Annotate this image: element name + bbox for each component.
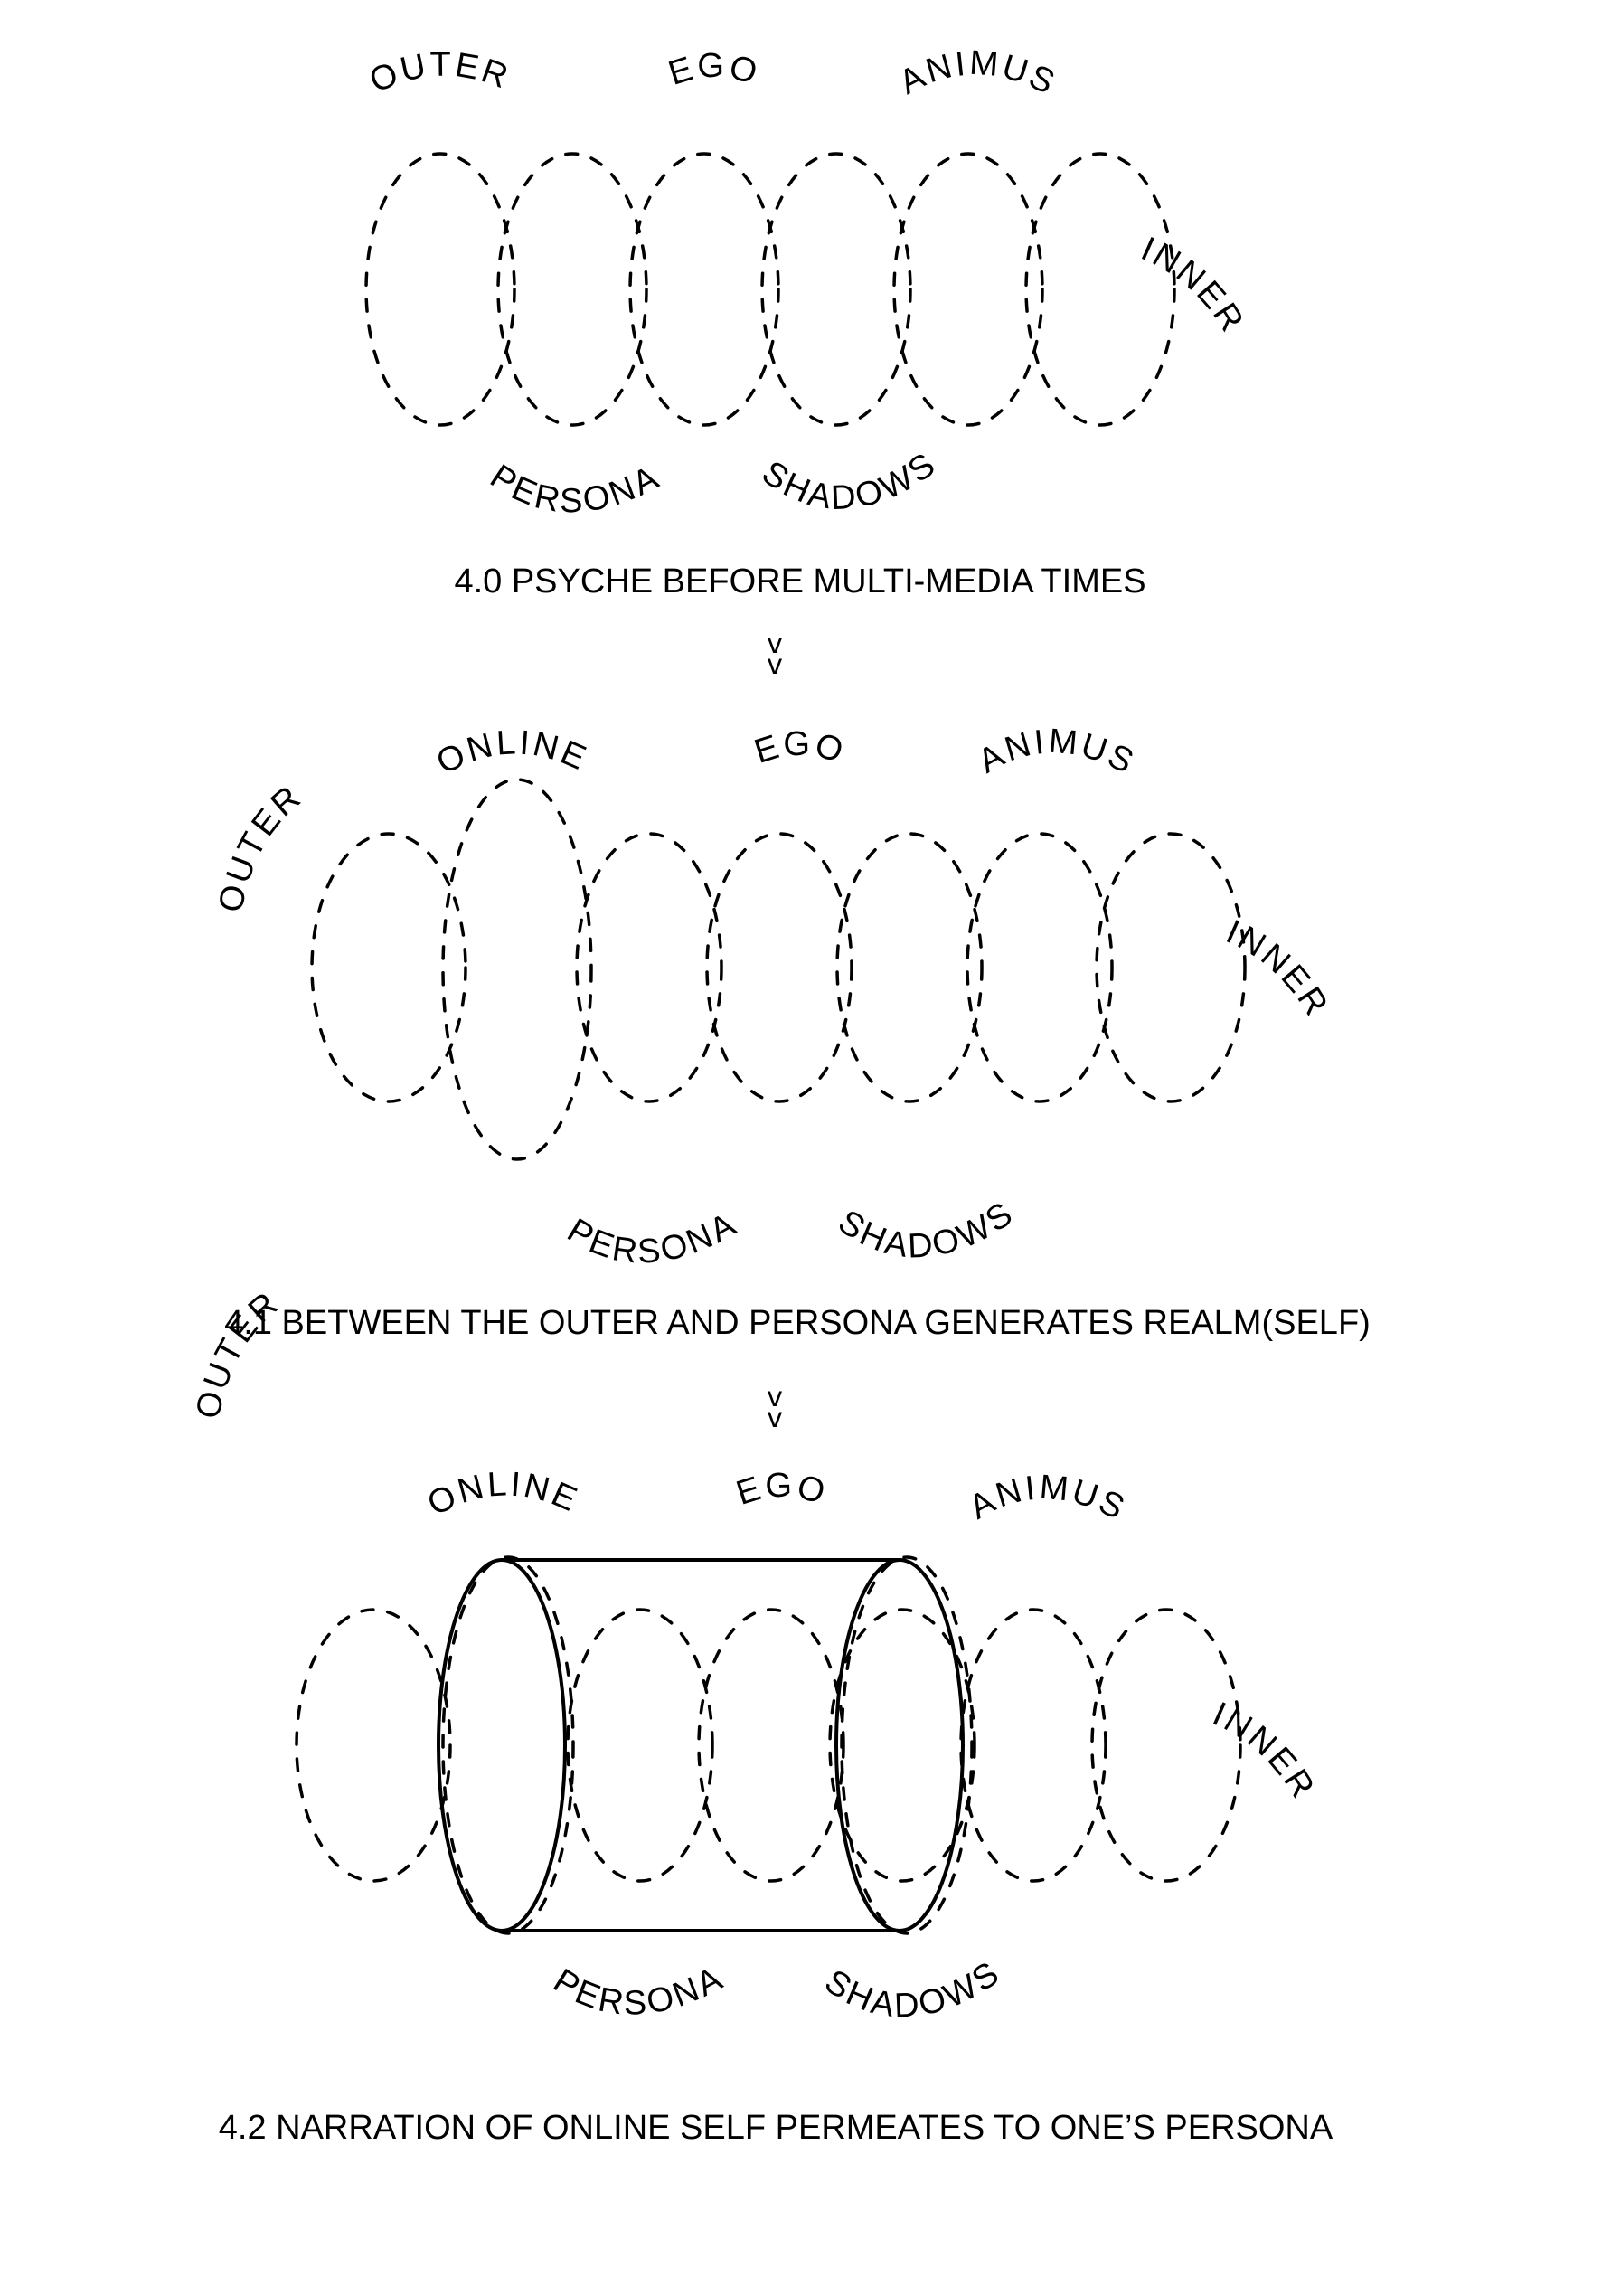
cylinder-right-cap (834, 1558, 965, 1932)
oval-animus (966, 832, 1114, 1103)
oval-inner (1095, 832, 1247, 1103)
label-shadows: SHADOWS (832, 1194, 1022, 1266)
oval-self (840, 1555, 974, 1935)
label-ego: EGO (750, 725, 851, 771)
oval-ego (628, 152, 780, 427)
dashed-ovals-4-1 (310, 778, 1247, 1161)
caption-4-0: 4.0 PSYCHE BEFORE MULTI-MEDIA TIMES (454, 562, 1145, 600)
oval-outer (310, 832, 467, 1103)
oval-persona (496, 152, 648, 427)
oval-inner (1090, 1608, 1242, 1883)
oval-shadows (835, 832, 984, 1103)
oval-ego (705, 832, 853, 1103)
arrow-chevron: v (767, 1382, 783, 1413)
oval-persona (566, 1608, 714, 1883)
diagram-4-2: OUTER ONLINE EGO ANIMUS INNER PERSONA SH… (189, 1284, 1333, 2147)
diagram-4-1: OUTER ONLINE EGO ANIMUS INNER PERSONA SH… (212, 723, 1371, 1342)
label-persona: PERSONA (484, 458, 667, 521)
oval-persona (575, 832, 723, 1103)
down-arrow-2: v v (767, 1382, 783, 1434)
label-ego: EGO (732, 1467, 833, 1513)
arrow-chevron: v (767, 649, 783, 681)
label-inner: INNER (1136, 230, 1252, 340)
label-outer: OUTER (364, 46, 515, 101)
label-ego: EGO (664, 47, 765, 93)
label-inner: INNER (1220, 913, 1336, 1025)
oval-animus (892, 152, 1044, 427)
label-persona: PERSONA (561, 1205, 744, 1271)
oval-online (441, 1555, 575, 1935)
oval-online (441, 778, 593, 1161)
oval-animus (959, 1608, 1107, 1883)
dashed-ovals-4-0 (364, 152, 1176, 427)
oval-outer (364, 152, 516, 427)
label-animus: ANIMUS (963, 1469, 1133, 1529)
label-shadows: SHADOWS (818, 1953, 1008, 2026)
oval-ego (697, 1608, 845, 1883)
oval-inner (1024, 152, 1176, 427)
cylinder-left-cap (437, 1558, 567, 1932)
oval-outer (295, 1608, 452, 1883)
label-shadows: SHADOWS (755, 445, 944, 518)
label-online: ONLINE (421, 1465, 584, 1524)
label-outer: OUTER (212, 778, 310, 916)
label-animus: ANIMUS (972, 723, 1142, 783)
down-arrow-1: v v (767, 628, 783, 681)
arrow-chevron: v (767, 1403, 783, 1434)
oval-shadows (760, 152, 912, 427)
solid-cylinder (437, 1558, 965, 1932)
caption-4-1: 4.1 BETWEEN THE OUTER AND PERSONA GENERA… (224, 1304, 1371, 1342)
label-inner: INNER (1207, 1696, 1323, 1807)
dashed-ovals-4-2 (295, 1555, 1242, 1935)
arrow-chevron: v (767, 628, 783, 660)
label-animus: ANIMUS (893, 44, 1062, 103)
caption-4-2: 4.2 NARRATION OF ONLINE SELF PERMEATES T… (219, 2109, 1333, 2147)
label-persona: PERSONA (547, 1959, 730, 2023)
diagram-4-0: OUTER EGO ANIMUS INNER PERSONA SHADOWS 4… (364, 44, 1252, 600)
label-online: ONLINE (430, 723, 593, 782)
oval-shadows (828, 1608, 976, 1883)
